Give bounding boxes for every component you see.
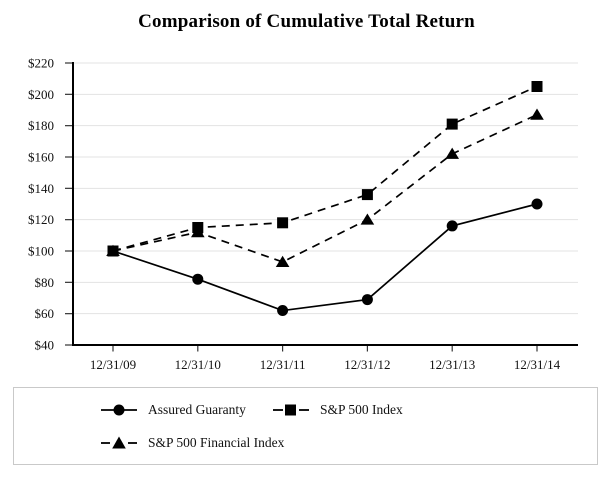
legend-item-sp500-financial-index: S&P 500 Financial Index <box>100 435 284 451</box>
x-tick-label: 12/31/13 <box>429 357 475 372</box>
series-line-sandp-500-index <box>112 85 538 252</box>
y-tick-label: $160 <box>28 150 54 165</box>
y-tick-label: $220 <box>28 56 54 71</box>
y-tick-label: $200 <box>28 87 54 102</box>
legend-item-assured-guaranty: Assured Guaranty <box>100 402 246 418</box>
series-assured-guaranty <box>107 198 543 317</box>
plot-area: $220 $200 $180 $160 $140 $120 $100 $80 $60 $40 12/… <box>28 56 578 372</box>
legend-label-assured-guaranty: Assured Guaranty <box>148 402 246 417</box>
y-tick-label: $60 <box>35 306 55 321</box>
x-tick-label: 12/31/10 <box>175 357 221 372</box>
y-axis-ticks <box>65 62 73 346</box>
gridlines <box>73 62 578 315</box>
circle-markers <box>107 198 543 317</box>
square-marker-icon <box>273 404 309 416</box>
chart-title: Comparison of Cumulative Total Return <box>138 11 475 32</box>
series-sandp-500-index <box>107 81 543 257</box>
series-line-assured-guaranty <box>112 203 538 312</box>
y-axis-labels: $220 $200 $180 $160 $140 $120 $100 $80 $60 $40 <box>28 56 54 353</box>
legend-label-sp500-index: S&P 500 Index <box>320 402 403 417</box>
y-tick-label: $100 <box>28 244 54 259</box>
triangle-marker-icon <box>101 436 137 449</box>
axes <box>72 62 578 346</box>
square-markers <box>107 81 543 257</box>
series-line-sandp-500-financial-index <box>112 113 538 263</box>
y-tick-label: $180 <box>28 118 54 133</box>
y-tick-label: $140 <box>28 181 54 196</box>
legend-item-sp500-index: S&P 500 Index <box>272 402 403 418</box>
x-tick-label: 12/31/12 <box>344 357 390 372</box>
legend-label-sp500-financial-index: S&P 500 Financial Index <box>148 435 285 450</box>
legend-box: Assured Guaranty S&P 500 Index S&P 500 F… <box>13 387 598 465</box>
x-tick-label: 12/31/09 <box>90 357 136 372</box>
y-tick-label: $40 <box>35 338 55 353</box>
series-sandp-500-financial-index <box>106 108 544 267</box>
x-axis-ticks <box>112 345 538 352</box>
circle-marker-icon <box>101 404 137 416</box>
x-tick-label: 12/31/11 <box>260 357 306 372</box>
x-tick-label: 12/31/14 <box>514 357 561 372</box>
x-axis-labels: 12/31/09 12/31/10 12/31/11 12/31/12 12/31/13… <box>90 357 561 372</box>
triangle-markers <box>106 108 544 267</box>
y-tick-label: $80 <box>35 275 55 290</box>
y-tick-label: $120 <box>28 212 54 227</box>
